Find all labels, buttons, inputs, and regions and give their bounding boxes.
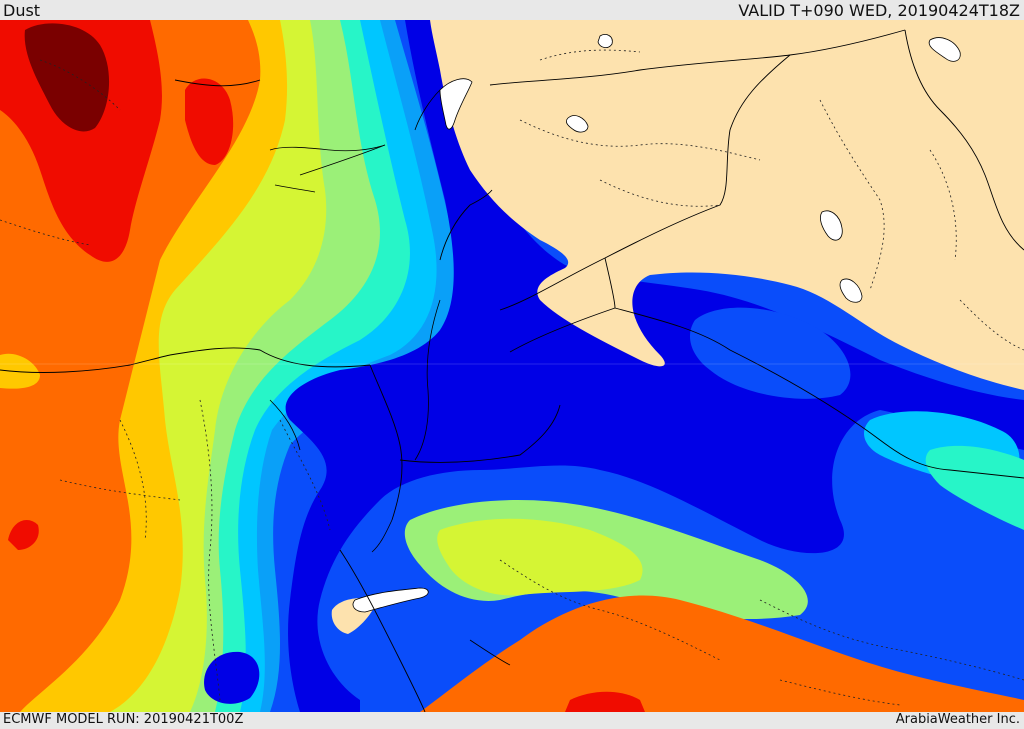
coastlines xyxy=(269,89,511,666)
water-body-gulf xyxy=(439,78,473,130)
southern-plume-yellow xyxy=(437,518,643,596)
dark-blue-blob xyxy=(204,651,260,704)
lake-2 xyxy=(839,278,863,303)
model-run-label: ECMWF MODEL RUN: 20190421T00Z xyxy=(3,712,244,727)
dust-map[interactable] xyxy=(0,20,1024,712)
southern-red xyxy=(565,691,645,712)
lake-4 xyxy=(566,115,589,133)
province-borders xyxy=(0,49,1024,706)
red-patch-west xyxy=(8,520,39,550)
dark-blue-core xyxy=(285,20,1024,712)
valid-time: VALID T+090 WED, 20190424T18Z xyxy=(738,1,1020,20)
land-area xyxy=(430,20,1024,390)
credit-label: ArabiaWeather Inc. xyxy=(895,712,1020,727)
southern-orange xyxy=(420,595,1024,712)
lake-1 xyxy=(820,210,843,241)
blue-pocket xyxy=(690,307,851,399)
map-title: Dust xyxy=(3,1,41,20)
northwest-dark-red xyxy=(24,23,110,132)
water-body-south xyxy=(352,587,429,613)
yellow-patch-west xyxy=(0,353,40,389)
aqua-pocket xyxy=(925,445,1024,530)
lake-5 xyxy=(597,34,613,48)
red-patch-north xyxy=(185,78,234,165)
map-footer: ECMWF MODEL RUN: 20190421T00Z ArabiaWeat… xyxy=(0,712,1024,729)
map-header: Dust VALID T+090 WED, 20190424T18Z xyxy=(0,0,1024,20)
country-borders xyxy=(0,29,1024,712)
lake-3 xyxy=(928,37,961,62)
